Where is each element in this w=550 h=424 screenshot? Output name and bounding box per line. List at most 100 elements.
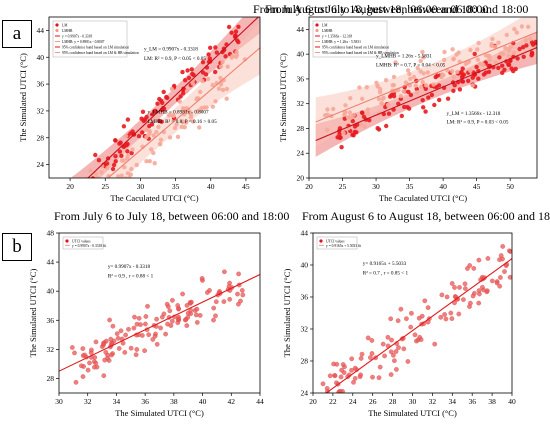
data-point [239, 288, 245, 293]
fit-line-LM [87, 17, 260, 178]
data-point [398, 306, 404, 312]
data-point [189, 67, 194, 72]
data-point [521, 54, 526, 59]
data-point [224, 86, 230, 92]
data-point [376, 96, 382, 102]
data-point [117, 149, 123, 154]
data-point [529, 50, 535, 55]
data-point [500, 244, 506, 249]
data-point [94, 199, 98, 203]
data-point [193, 312, 199, 318]
x-tick-label: 32 [84, 397, 92, 406]
data-point [475, 47, 480, 52]
data-point [452, 285, 457, 290]
data-point [235, 291, 240, 297]
equation-annotation: y_LMHB = 0.8981x - 0.8007 [147, 110, 209, 116]
data-point [422, 298, 428, 304]
data-point [364, 85, 369, 90]
data-point [161, 311, 167, 317]
data-point [487, 53, 492, 59]
data-point [207, 56, 213, 61]
data-point [415, 65, 420, 71]
equation-annotation: LMHB: R² = 0.8, P = 0.16 > 0.05 [147, 119, 217, 125]
data-point [128, 345, 134, 351]
data-point [183, 78, 188, 83]
legend-frame [312, 20, 388, 58]
data-point [324, 408, 328, 412]
data-point [126, 326, 131, 332]
data-point [445, 96, 451, 101]
data-point [139, 116, 144, 121]
data-point [517, 46, 522, 52]
data-point [504, 32, 509, 38]
data-point [154, 316, 159, 322]
data-point [468, 47, 473, 53]
data-point [161, 89, 166, 95]
data-point [105, 165, 110, 171]
data-point [395, 318, 401, 324]
data-point [524, 43, 529, 48]
data-point [198, 89, 203, 95]
plot-frame [48, 16, 261, 179]
data-point [359, 110, 365, 115]
data-point [190, 71, 195, 77]
data-point [506, 48, 512, 53]
data-point [351, 133, 356, 138]
data-point [157, 141, 163, 147]
x-axis-label: The Simulated UTCI (°C) [368, 408, 457, 418]
data-point [320, 381, 326, 387]
data-point [420, 98, 425, 103]
data-point [476, 300, 482, 306]
data-point [376, 127, 382, 132]
data-point [149, 122, 155, 127]
x-tick-label: 20 [305, 182, 313, 191]
data-point [497, 283, 503, 289]
data-point [197, 125, 202, 130]
legend-frame [62, 236, 104, 250]
data-point [339, 145, 344, 150]
data-point [105, 352, 110, 358]
data-point [414, 338, 419, 344]
x-tick-label: 30 [372, 182, 380, 191]
y-tick-label: 28 [47, 374, 55, 383]
data-point [149, 147, 154, 152]
data-point [509, 66, 514, 71]
y-tick-label: 40 [301, 261, 309, 270]
data-point [476, 40, 481, 46]
data-point [133, 352, 139, 358]
data-point [238, 298, 243, 304]
data-point [129, 166, 134, 172]
data-point [433, 74, 438, 80]
y-axis-label: The Simulated UTCI (°C) [282, 269, 292, 358]
x-axis-label: The Simulated UTCI (°C) [115, 408, 204, 418]
fit-line-LMHB [315, 31, 537, 123]
data-point [350, 118, 355, 124]
x-tick-label: 35 [172, 182, 180, 191]
data-point [73, 379, 79, 385]
data-point [503, 45, 508, 51]
data-point [332, 373, 338, 379]
data-point [144, 134, 149, 140]
data-point [183, 317, 189, 322]
data-point [438, 314, 444, 320]
x-tick-label: 38 [170, 397, 178, 406]
data-point [460, 79, 465, 84]
data-point [330, 414, 334, 418]
data-point [526, 24, 531, 29]
data-point [156, 124, 161, 130]
x-tick-label: 40 [199, 397, 207, 406]
data-point [450, 47, 455, 52]
data-point [129, 150, 134, 156]
data-point [233, 33, 238, 38]
data-point [442, 57, 447, 63]
data-point [386, 111, 392, 116]
data-point [506, 62, 512, 67]
y-tick-label: 32 [301, 325, 309, 334]
data-point [449, 316, 455, 321]
data-point [125, 117, 131, 122]
data-point [374, 80, 379, 86]
x-tick-label: 34 [449, 397, 457, 406]
data-point [185, 68, 190, 73]
data-point [90, 176, 95, 178]
